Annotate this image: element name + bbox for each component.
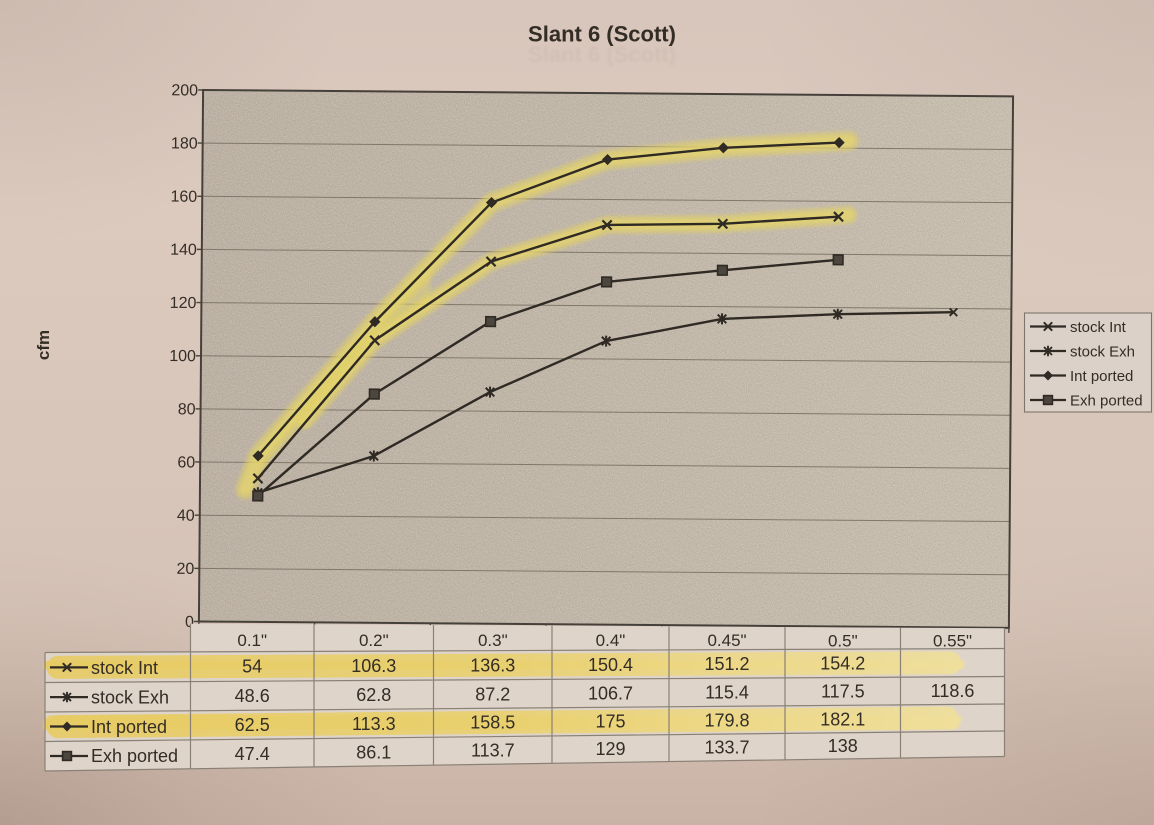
svg-text:113.3: 113.3	[352, 714, 396, 734]
svg-text:Exh ported: Exh ported	[1070, 393, 1143, 410]
svg-text:106.3: 106.3	[351, 656, 396, 676]
svg-text:0.1": 0.1"	[237, 631, 267, 650]
svg-text:117.5: 117.5	[821, 682, 865, 702]
svg-text:86.1: 86.1	[356, 742, 391, 762]
svg-text:133.7: 133.7	[704, 738, 749, 758]
svg-text:cfm: cfm	[34, 330, 53, 360]
svg-text:151.2: 151.2	[704, 654, 749, 674]
svg-text:150.4: 150.4	[588, 655, 633, 675]
svg-text:113.7: 113.7	[471, 741, 515, 761]
svg-text:stock Exh: stock Exh	[91, 688, 169, 708]
svg-text:stock Exh: stock Exh	[1070, 344, 1135, 361]
svg-text:54: 54	[242, 657, 262, 677]
svg-text:200: 200	[171, 82, 198, 99]
svg-text:40: 40	[177, 508, 195, 525]
svg-text:129: 129	[595, 739, 625, 759]
svg-text:160: 160	[170, 189, 197, 206]
svg-text:Exh ported: Exh ported	[91, 746, 178, 766]
svg-text:120: 120	[170, 295, 197, 312]
svg-text:180: 180	[171, 135, 198, 152]
svg-text:0.55": 0.55"	[933, 631, 972, 650]
svg-text:182.1: 182.1	[820, 709, 865, 729]
svg-text:136.3: 136.3	[470, 656, 515, 676]
svg-text:62.8: 62.8	[356, 685, 391, 705]
svg-text:0.4": 0.4"	[596, 631, 626, 650]
svg-text:Slant 6 (Scott): Slant 6 (Scott)	[528, 42, 676, 67]
svg-text:0.5": 0.5"	[828, 631, 858, 650]
svg-text:62.5: 62.5	[235, 715, 270, 735]
svg-text:118.6: 118.6	[931, 681, 975, 701]
svg-text:20: 20	[176, 561, 194, 578]
svg-text:48.6: 48.6	[235, 686, 270, 706]
svg-text:60: 60	[177, 454, 195, 471]
svg-text:47.4: 47.4	[235, 744, 270, 764]
svg-text:Int ported: Int ported	[91, 717, 167, 737]
svg-text:87.2: 87.2	[475, 684, 510, 704]
svg-text:stock Int: stock Int	[91, 658, 158, 678]
svg-text:Int ported: Int ported	[1070, 368, 1133, 385]
svg-text:Slant 6 (Scott): Slant 6 (Scott)	[528, 22, 676, 47]
svg-text:100: 100	[169, 348, 196, 365]
svg-text:158.5: 158.5	[470, 713, 515, 733]
svg-text:175: 175	[595, 712, 625, 732]
svg-text:179.8: 179.8	[704, 711, 749, 731]
svg-text:115.4: 115.4	[705, 683, 749, 703]
svg-text:0.2": 0.2"	[359, 631, 389, 650]
svg-text:stock Int: stock Int	[1070, 319, 1127, 336]
svg-text:0.3": 0.3"	[478, 631, 508, 650]
svg-text:138: 138	[828, 736, 858, 756]
svg-text:106.7: 106.7	[588, 683, 633, 703]
svg-text:0: 0	[185, 614, 194, 631]
svg-text:140: 140	[170, 242, 197, 259]
svg-text:0.45": 0.45"	[707, 631, 746, 650]
svg-text:154.2: 154.2	[820, 654, 865, 674]
svg-text:80: 80	[178, 401, 196, 418]
